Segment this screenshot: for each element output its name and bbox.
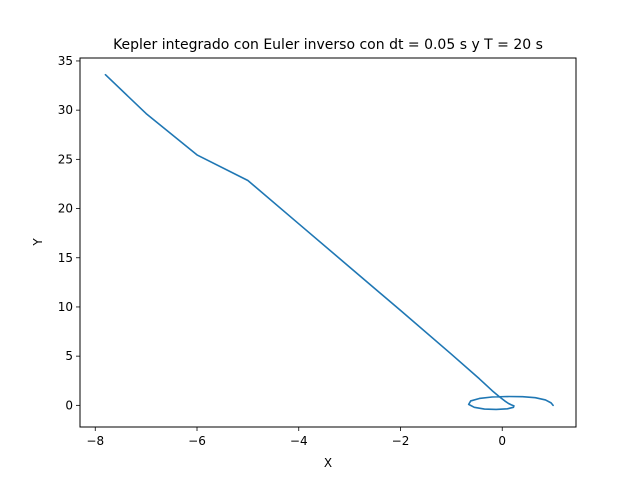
y-tick-label: 15: [58, 251, 73, 265]
y-tick-label: 5: [65, 349, 73, 363]
y-tick-label: 35: [58, 54, 73, 68]
trajectory-line: [104, 73, 554, 411]
y-tick-label: 25: [58, 152, 73, 166]
y-tick-label: 10: [58, 300, 73, 314]
axis-ticks: −8 −6 −4 −2 0 0 5 10 15 20 25 30 35: [58, 54, 506, 448]
x-tick-label: −2: [392, 434, 410, 448]
axes-frame: [79, 57, 577, 428]
x-axis-label: X: [324, 456, 332, 470]
chart-title: Kepler integrado con Euler inverso con d…: [113, 37, 543, 53]
y-tick-label: 20: [58, 202, 73, 216]
x-tick-label: 0: [498, 434, 506, 448]
x-tick-label: −6: [188, 434, 206, 448]
x-tick-label: −8: [86, 434, 104, 448]
y-axis-label: Y: [31, 238, 45, 247]
y-tick-label: 0: [65, 398, 73, 412]
y-tick-label: 30: [58, 103, 73, 117]
x-tick-label: −4: [290, 434, 308, 448]
plot-area: [104, 73, 554, 411]
